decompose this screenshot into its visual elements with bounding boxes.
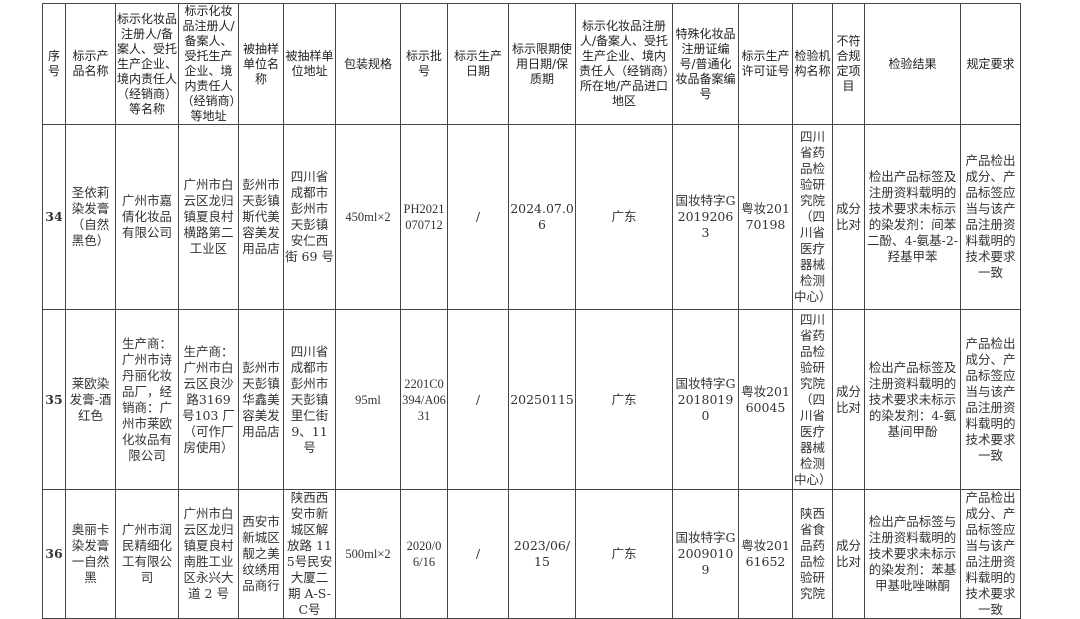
cell-nonconforming-item: 成分比对 [832, 124, 865, 310]
cell-registrant-address: 广州市白云区龙归镇夏良村南胜工业区永兴大道 2 号 [178, 489, 239, 619]
cell-seq: 35 [42, 309, 66, 490]
cell-expiry-date: 20250115 [508, 309, 576, 490]
cell-seq: 36 [42, 489, 66, 619]
header-row: 序号 标示产品名称 标示化妆品注册人/备案人、受托生产企业、境内责任人（经销商）等名… [42, 3, 1021, 125]
cell-sampled-unit-address: 陕西西安市新城区解放路 115号民安大厦二期 A-S-C号 [283, 489, 336, 619]
header-registrant-region: 标示化妆品注册人/备案人、受托生产企业、境内责任人（经销商）所在地/产品进口地区 [575, 3, 673, 125]
table-row: 35 莱欧染发膏-酒红色 生产商：广州市诗丹丽化妆品厂，经销商：广州市莱欧化妆品有限… [42, 309, 1021, 490]
cell-batch-number: 2201C0394/A0631 [400, 309, 448, 490]
cell-product-name: 圣依莉染发膏（自然黑色） [65, 124, 116, 310]
header-registrant-address: 标示化妆品注册人/备案人、受托生产企业、境内责任人（经销商）等地址 [178, 3, 239, 125]
cell-registration-number: 国妆特字G20192063 [672, 124, 739, 310]
cell-requirement: 产品检出成分、产品标签应当与该产品注册资料载明的技术要求一致 [960, 309, 1021, 490]
cell-production-license: 粤妆20170198 [738, 124, 793, 310]
cell-inspection-agency: 四川省药品检验研究院（四川省医疗器械检测中心） [792, 124, 833, 310]
header-package-spec: 包装规格 [335, 3, 401, 125]
cell-registration-number: 国妆特字G20090109 [672, 489, 739, 619]
header-inspection-result: 检验结果 [864, 3, 961, 125]
cell-inspection-agency: 陕西省食品药品检验研究院 [792, 489, 833, 619]
header-product-name: 标示产品名称 [65, 3, 116, 125]
cell-sampled-unit-name: 彭州市天彭镇斯代美容美发用品店 [238, 124, 284, 310]
header-seq: 序号 [42, 3, 66, 125]
cell-sampled-unit-address: 四川省成都市彭州市天彭镇安仁西街 69 号 [283, 124, 336, 310]
cell-registrant-name: 广州市嘉倩化妆品有限公司 [115, 124, 179, 310]
header-inspection-agency: 检验机构名称 [792, 3, 833, 125]
cell-batch-number: 2020/06/16 [400, 489, 448, 619]
cell-seq: 34 [42, 124, 66, 310]
cell-registrant-address: 广州市白云区龙归镇夏良村横路第二工业区 [178, 124, 239, 310]
cell-sampled-unit-address: 四川省成都市彭州市天彭镇里仁街9、11 号 [283, 309, 336, 490]
cell-production-date: / [447, 309, 509, 490]
table-row: 34 圣依莉染发膏（自然黑色） 广州市嘉倩化妆品有限公司 广州市白云区龙归镇夏良村横路… [42, 124, 1021, 310]
cell-inspection-agency: 四川省药品检验研究院（四川省医疗器械检测中心） [792, 309, 833, 490]
header-registration-number: 特殊化妆品注册证编号/普通化妆品备案编号 [672, 3, 739, 125]
cell-package-spec: 95ml [335, 309, 401, 490]
cell-requirement: 产品检出成分、产品标签应当与该产品注册资料载明的技术要求一致 [960, 124, 1021, 310]
table-row: 36 奥丽卡染发膏一自然黑 广州市润民精细化工有限公司 广州市白云区龙归镇夏良村南胜工… [42, 489, 1021, 619]
cell-production-date: / [447, 124, 509, 310]
cell-product-name: 奥丽卡染发膏一自然黑 [65, 489, 116, 619]
cell-registration-number: 国妆特字G20180190 [672, 309, 739, 490]
header-sampled-unit-address: 被抽样单位地址 [283, 3, 336, 125]
cell-registrant-name: 广州市润民精细化工有限公司 [115, 489, 179, 619]
cell-registrant-region: 广东 [575, 124, 673, 310]
cell-inspection-result: 检出产品标签与注册资料载明的技术要求未标示的染发剂：苯基甲基吡唑啉酮 [864, 489, 961, 619]
cell-batch-number: PH2021070712 [400, 124, 448, 310]
cell-registrant-name: 生产商：广州市诗丹丽化妆品厂，经销商：广州市莱欧化妆品有限公司 [115, 309, 179, 490]
header-sampled-unit-name: 被抽样单位名称 [238, 3, 284, 125]
cell-registrant-region: 广东 [575, 309, 673, 490]
cell-inspection-result: 检出产品标签及注册资料载明的技术要求未标示的染发剂：4-氨基间甲酚 [864, 309, 961, 490]
header-expiry-date: 标示限期使用日期/保质期 [508, 3, 576, 125]
cell-registrant-region: 广东 [575, 489, 673, 619]
header-production-date: 标示生产日期 [447, 3, 509, 125]
cell-production-date: / [447, 489, 509, 619]
cell-expiry-date: 2023/06/15 [508, 489, 576, 619]
header-registrant-name: 标示化妆品注册人/备案人、受托生产企业、境内责任人（经销商）等名称 [115, 3, 179, 125]
cell-requirement: 产品检出成分、产品标签应当与该产品注册资料载明的技术要求一致 [960, 489, 1021, 619]
cell-package-spec: 500ml×2 [335, 489, 401, 619]
header-requirement: 规定要求 [960, 3, 1021, 125]
cell-nonconforming-item: 成分比对 [832, 309, 865, 490]
cell-production-license: 粤妆20160045 [738, 309, 793, 490]
header-nonconforming-item: 不符合规定项目 [832, 3, 865, 125]
header-batch-number: 标示批号 [400, 3, 448, 125]
cell-product-name: 莱欧染发膏-酒红色 [65, 309, 116, 490]
sampling-results-table: 序号 标示产品名称 标示化妆品注册人/备案人、受托生产企业、境内责任人（经销商）等名… [42, 3, 1021, 619]
cell-expiry-date: 2024.07.06 [508, 124, 576, 310]
cell-nonconforming-item: 成分比对 [832, 489, 865, 619]
cell-production-license: 粤妆20161652 [738, 489, 793, 619]
cell-sampled-unit-name: 彭州市天彭镇华鑫美容美发用品店 [238, 309, 284, 490]
header-production-license: 标示生产许可证号 [738, 3, 793, 125]
cell-registrant-address: 生产商：广州市白云区良沙路3169 号103 厂（可作厂房使用） [178, 309, 239, 490]
cell-sampled-unit-name: 西安市新城区靓之美纹绣用品商行 [238, 489, 284, 619]
cell-inspection-result: 检出产品标签及注册资料载明的技术要求未标示的染发剂：间苯二酚、4-氨基-2-羟基… [864, 124, 961, 310]
cell-package-spec: 450ml×2 [335, 124, 401, 310]
